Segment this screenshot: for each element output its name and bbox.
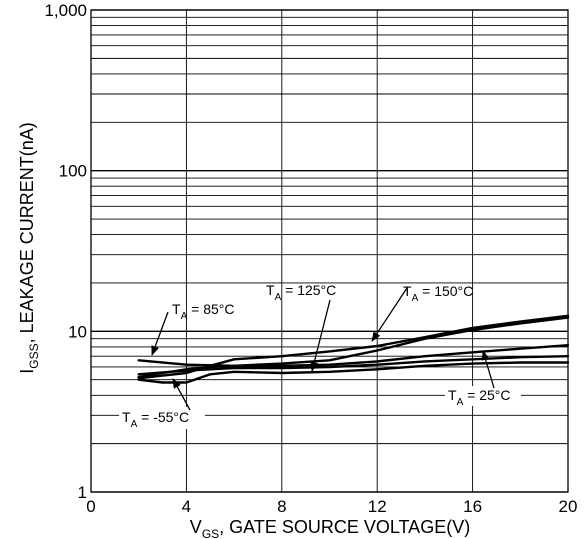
annotations: TA = 85°C TA = 125°C TA = 150°C TA = 25°… — [119, 282, 521, 430]
series-line-2 — [137, 344, 570, 367]
arrow-85c — [151, 311, 169, 356]
y-axis-title: IGSS, LEAKAGE CURRENT(nA) — [17, 122, 41, 373]
y-tick-label: 1 — [78, 483, 87, 502]
tick-labels: 0 4 8 12 16 20 1 10 100 1,000 — [44, 1, 577, 516]
annotation-25c: TA = 25°C — [445, 386, 521, 408]
x-tick-label: 12 — [368, 497, 387, 516]
annotation-150c-label: TA = 150°C — [403, 283, 473, 304]
y-tick-label: 1,000 — [44, 1, 87, 20]
x-tick-label: 8 — [277, 497, 286, 516]
annotation-85c-label: TA = 85°C — [172, 301, 234, 322]
y-tick-label: 100 — [59, 162, 87, 181]
annotation-85c: TA = 85°C — [172, 301, 234, 322]
x-axis-title: VGS, GATE SOURCE VOLTAGE(V) — [190, 517, 470, 539]
arrow-125c — [310, 299, 331, 372]
x-tick-label: 16 — [463, 497, 482, 516]
series-line-3 — [137, 355, 570, 376]
x-tick-label: 0 — [86, 497, 95, 516]
annotation-minus55c-label: TA = -55°C — [122, 409, 189, 430]
annotation-125c: TA = 125°C — [266, 282, 336, 303]
arrow-150c — [371, 287, 408, 342]
x-tick-label: 4 — [182, 497, 191, 516]
series-line-4 — [137, 361, 570, 384]
series-lines — [137, 314, 570, 384]
arrow-25c — [481, 350, 495, 389]
annotation-minus55c: TA = -55°C — [119, 407, 205, 430]
arrow-minus55c — [172, 378, 191, 411]
y-tick-label: 10 — [68, 322, 87, 341]
annotation-25c-label: TA = 25°C — [448, 387, 510, 408]
annotation-150c: TA = 150°C — [403, 283, 473, 304]
x-tick-label: 20 — [559, 497, 578, 516]
plot-frame — [90, 9, 569, 493]
annotation-125c-label: TA = 125°C — [266, 282, 336, 303]
series-line-1 — [137, 314, 570, 380]
